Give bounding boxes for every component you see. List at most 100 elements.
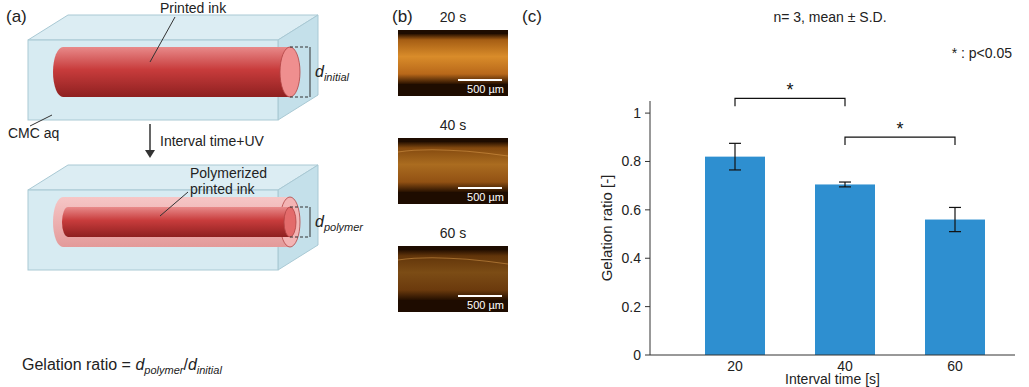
subscript: initial [324, 71, 350, 83]
subscript: initial [197, 364, 223, 376]
bars [705, 143, 985, 355]
error-bar [729, 143, 741, 170]
leader-line [30, 115, 52, 126]
bar [925, 220, 985, 355]
box-top [28, 165, 318, 190]
outer-ink [53, 197, 300, 247]
scale-label: 500 µm [467, 191, 504, 203]
medium-box [28, 165, 318, 270]
image-label: 20 s [440, 9, 466, 25]
panel-a: (a) dinitial Printed ink CMC aq Interval tim… [6, 0, 364, 376]
panel-label: (c) [522, 7, 542, 26]
error-cap [839, 186, 851, 187]
y-axis [650, 101, 651, 355]
printed-ink [53, 47, 300, 97]
ink-label: printed ink [190, 181, 256, 197]
error-bar [949, 207, 961, 231]
bar [815, 184, 875, 355]
y-tick [645, 355, 650, 356]
y-tick-label: 0.6 [622, 202, 642, 218]
y-tick [645, 209, 650, 210]
fiber-band [398, 142, 508, 192]
x-tick-label: 20 [727, 358, 743, 374]
dimension-label: dpolymer [315, 213, 364, 233]
y-tick [645, 161, 650, 162]
error-line [844, 182, 845, 187]
micrograph: 500 µm [398, 246, 508, 312]
error-cap [729, 169, 741, 170]
significance-note: * : p<0.05 [952, 45, 1013, 61]
x-tick-label: 60 [947, 358, 963, 374]
process-label: Interval time+UV [160, 133, 265, 149]
scale-bar [458, 187, 502, 189]
error-line [734, 143, 735, 170]
y-tick [645, 258, 650, 259]
fiber-edge [398, 258, 508, 264]
box-top [28, 15, 318, 40]
image-background [398, 138, 508, 204]
error-cap [949, 207, 961, 208]
y-tick [645, 113, 650, 114]
fiber-edge [398, 150, 508, 156]
arrow-head [145, 150, 155, 158]
micrograph: 500 µm [398, 138, 508, 204]
fiber-band [398, 250, 508, 300]
subscript: polymer [323, 221, 364, 233]
leader-line [160, 192, 188, 216]
chart-title: n= 3, mean ± S.D. [773, 9, 886, 25]
medium-box [28, 15, 318, 120]
dimension-guide [290, 47, 310, 97]
dimension-label: dinitial [315, 63, 350, 83]
figure: (a) dinitial Printed ink CMC aq Interval tim… [0, 0, 1029, 387]
cylinder-cap [280, 47, 300, 97]
x-axis-label: Interval time [s] [785, 371, 880, 387]
dimension-line [310, 47, 311, 97]
cylinder-cap [284, 207, 296, 237]
error-cap [729, 143, 741, 144]
box-side [278, 15, 318, 120]
ink-label: Polymerized [190, 165, 267, 181]
significance-star: * [786, 80, 793, 100]
error-line [954, 207, 955, 231]
formula-lhs: Gelation ratio = [22, 356, 135, 373]
scale-bar [458, 295, 502, 297]
x-axis [650, 355, 1015, 356]
bar [705, 157, 765, 355]
box-side [278, 165, 318, 270]
ink-label: Printed ink [160, 0, 227, 16]
y-tick-label: 0.4 [622, 250, 642, 266]
subscript: polymer [143, 364, 184, 376]
dimension-line [310, 207, 311, 237]
medium-label: CMC aq [8, 125, 59, 141]
micrograph: 500 µm [398, 30, 508, 96]
dimension-guide [290, 207, 310, 237]
cylinder-body [68, 207, 290, 237]
y-tick-label: 0.2 [622, 299, 642, 315]
y-axis-label: Gelation ratio [-] [598, 175, 615, 282]
y-tick-label: 0.8 [622, 153, 642, 169]
y-tick-label: 0 [633, 347, 641, 363]
leader-line [150, 17, 175, 62]
image-label: 60 s [440, 225, 466, 241]
cylinder-body [63, 47, 290, 97]
scale-label: 500 µm [467, 83, 504, 95]
error-bar [839, 182, 851, 187]
error-cap [839, 181, 851, 182]
scale-bar [458, 79, 502, 81]
arrow-shaft [149, 124, 151, 152]
cylinder-body [63, 197, 290, 247]
image-background [398, 30, 508, 96]
significance-star: * [896, 119, 903, 139]
scale-label: 500 µm [467, 299, 504, 311]
y-tick-label: 1 [633, 105, 641, 121]
panel-label: (b) [392, 7, 413, 26]
panel-b: (b) 20 s 500 µm 40 s 500 µm 60 s 500 µm [392, 7, 508, 312]
formula: Gelation ratio = dpolymer/dinitial [22, 356, 222, 376]
panel-label: (a) [6, 7, 27, 26]
image-label: 40 s [440, 117, 466, 133]
image-background [398, 246, 508, 312]
y-tick [645, 306, 650, 307]
error-cap [949, 231, 961, 232]
panel-c: (c) n= 3, mean ± S.D. 0 0.2 0.4 0.6 0.8 1 Gelati… [522, 7, 1015, 387]
polymerized-ink [62, 207, 296, 237]
